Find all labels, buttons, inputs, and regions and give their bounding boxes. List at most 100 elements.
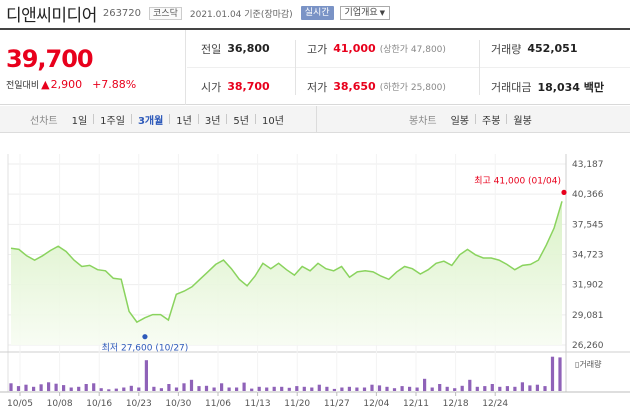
- volume-axis-label: ▯거래량: [575, 359, 602, 369]
- separator: [506, 114, 508, 124]
- volume-bar: [550, 356, 555, 391]
- y-tick-label: 31,902: [572, 281, 604, 291]
- volume-bar: [385, 386, 389, 391]
- volume-bar: [460, 385, 464, 392]
- volume-bar: [265, 387, 269, 391]
- x-tick-label: 10/05: [7, 399, 33, 409]
- x-tick-label: 12/18: [443, 399, 469, 409]
- stat-amount: 거래대금 18,034 백만: [491, 68, 604, 105]
- y-tick-label: 37,545: [572, 220, 604, 230]
- period-1y[interactable]: 1년: [176, 115, 192, 127]
- volume-bar: [129, 385, 133, 392]
- y-tick-label: 26,260: [572, 341, 604, 351]
- volume-bar: [137, 387, 141, 391]
- line-chart-group: 선차트 1일 1주일 3개월 1년 3년 5년 10년: [0, 112, 316, 127]
- chart-period-toolbar: 선차트 1일 1주일 3개월 1년 3년 5년 10년 봉차트 일봉 주봉 월봉: [0, 105, 630, 133]
- candle-weekly[interactable]: 주봉: [482, 115, 501, 127]
- lower-limit: (하한가 25,800): [379, 83, 446, 93]
- candle-chart-group: 봉차트 일봉 주봉 월봉: [317, 112, 538, 127]
- open-label: 시가: [201, 80, 222, 94]
- price-chart[interactable]: 43,187 40,366 37,545 34,723 31,902 29,081 26,2…: [0, 134, 630, 418]
- period-3y[interactable]: 3년: [204, 115, 221, 127]
- separator: [475, 114, 477, 124]
- volume-bar: [250, 388, 254, 392]
- x-tick-label: 11/27: [324, 399, 350, 409]
- period-1d[interactable]: 1일: [71, 115, 88, 127]
- volume-bar: [212, 387, 216, 391]
- y-tick-label: 43,187: [572, 160, 604, 170]
- x-tick-label: 11/06: [205, 399, 231, 409]
- volume-bar: [438, 384, 442, 391]
- volume-bar: [415, 387, 419, 391]
- volume-bar: [295, 386, 299, 391]
- volume-bar: [513, 386, 517, 391]
- volume-bar: [16, 386, 21, 391]
- market-badge: 코스닥: [149, 6, 182, 20]
- base-date: 2021.01.04 기준(장마감): [189, 9, 293, 20]
- volume-bar: [272, 386, 276, 391]
- volume-bar: [107, 389, 111, 392]
- volume-bar: [152, 386, 156, 391]
- volume-bars: ▯거래량: [9, 356, 602, 392]
- candle-daily[interactable]: 일봉: [450, 115, 470, 127]
- candle-monthly[interactable]: 월봉: [513, 115, 532, 127]
- volume-bar: [475, 386, 479, 391]
- volume-bar: [69, 387, 73, 391]
- volume-bar: [189, 379, 194, 391]
- max-marker: [561, 189, 567, 195]
- stat-high: 고가 41,000 (상한가 47,800): [307, 30, 446, 67]
- volume-bar: [490, 384, 494, 391]
- stat-prev: 전일 36,800: [201, 30, 270, 67]
- volume-bar: [498, 386, 502, 391]
- volume-bar: [47, 382, 51, 392]
- volume-bar: [453, 388, 457, 391]
- stats-divider: [295, 40, 296, 95]
- volume-bar: [77, 386, 81, 391]
- price-chart-svg: 43,187 40,366 37,545 34,723 31,902 29,081 26,2…: [0, 154, 630, 409]
- change-label: 전일대비: [6, 81, 40, 91]
- corp-info-label: 기업개요: [344, 8, 378, 18]
- period-1w[interactable]: 1주일: [100, 115, 125, 127]
- volume-bar: [430, 387, 434, 391]
- amount-value: 18,034 백만: [537, 80, 605, 94]
- change-percent: +7.88%: [92, 78, 137, 91]
- volume-bar: [520, 382, 524, 392]
- stock-code: 263720: [102, 7, 142, 19]
- period-5y[interactable]: 5년: [233, 115, 249, 127]
- volume-bar: [197, 386, 201, 391]
- price-line: [10, 201, 563, 324]
- prev-label: 전일: [201, 42, 222, 56]
- volume-bar: [535, 384, 539, 391]
- realtime-button[interactable]: 실시간: [300, 6, 334, 20]
- corp-info-dropdown[interactable]: 기업개요 ▼: [339, 6, 391, 20]
- price-area: [11, 201, 562, 345]
- volume-bar: [167, 384, 171, 391]
- chart-annotations: 최고 41,000 (01/04) 최저 27,600 (10/27): [102, 175, 567, 354]
- current-price-box: 39,700 전일대비 ▲ 2,900 +7.88%: [0, 30, 186, 105]
- x-tick-label: 10/08: [47, 399, 73, 409]
- volume-bar: [92, 383, 96, 391]
- volume-bar: [182, 383, 186, 391]
- volume-bar: [445, 386, 449, 391]
- separator: [197, 114, 199, 124]
- volume-bar: [114, 388, 118, 392]
- y-tick-label: 34,723: [572, 251, 604, 261]
- volume-bar: [468, 379, 472, 391]
- candle-chart-label: 봉차트: [409, 115, 437, 127]
- chevron-down-icon: ▼: [379, 9, 386, 17]
- stat-open: 시가 38,700: [201, 68, 270, 105]
- volume-bar: [159, 388, 163, 391]
- volume-label: 거래량: [491, 42, 522, 56]
- y-tick-label: 40,366: [572, 190, 604, 200]
- volume-bar: [310, 387, 314, 391]
- volume-bar: [54, 383, 58, 391]
- period-3m[interactable]: 3개월: [137, 115, 164, 127]
- volume-bar: [62, 385, 66, 392]
- low-value: 38,650: [333, 80, 376, 93]
- min-marker: [142, 334, 148, 340]
- min-annotation: 최저 27,600 (10/27): [102, 343, 189, 354]
- volume-bar: [370, 384, 374, 391]
- volume-bar: [280, 386, 284, 391]
- period-10y[interactable]: 10년: [261, 115, 284, 127]
- price-summary: 39,700 전일대비 ▲ 2,900 +7.88% 전일 36,800 고가 …: [0, 28, 630, 105]
